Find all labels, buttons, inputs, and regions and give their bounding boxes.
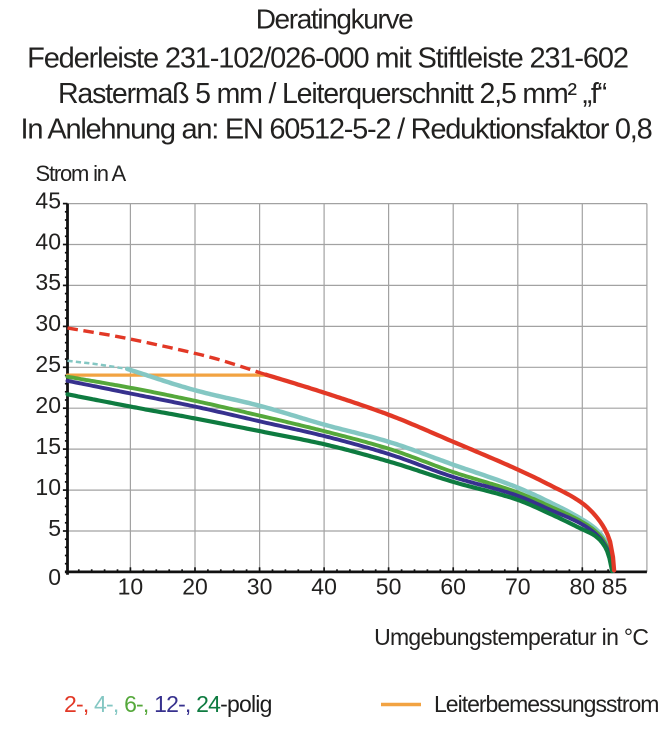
svg-text:10: 10 xyxy=(118,574,144,600)
svg-text:70: 70 xyxy=(505,574,531,600)
svg-text:2-, 4-, 6-, 12-, 24-polig: 2-, 4-, 6-, 12-, 24-polig xyxy=(64,691,272,717)
svg-text:40: 40 xyxy=(35,228,61,254)
svg-text:40: 40 xyxy=(311,574,337,600)
svg-text:45: 45 xyxy=(35,187,61,213)
svg-text:60: 60 xyxy=(440,574,466,600)
svg-text:50: 50 xyxy=(376,574,402,600)
svg-text:5: 5 xyxy=(48,515,61,541)
svg-text:25: 25 xyxy=(35,351,61,377)
svg-text:15: 15 xyxy=(35,433,61,459)
svg-text:Rastermaß 5 mm / Leiterquersch: Rastermaß 5 mm / Leiterquerschnitt 2,5 m… xyxy=(58,78,607,110)
svg-text:20: 20 xyxy=(35,392,61,418)
svg-text:85: 85 xyxy=(602,574,628,600)
svg-text:10: 10 xyxy=(35,474,61,500)
svg-text:Federleiste 231-102/026-000 mi: Federleiste 231-102/026-000 mit Stiftlei… xyxy=(27,43,628,75)
svg-text:Umgebungstemperatur in °C: Umgebungstemperatur in °C xyxy=(374,624,648,650)
svg-text:Deratingkurve: Deratingkurve xyxy=(256,4,413,35)
svg-text:80: 80 xyxy=(570,574,596,600)
svg-text:Strom in A: Strom in A xyxy=(36,161,127,186)
svg-text:Leiterbemessungsstrom: Leiterbemessungsstrom xyxy=(434,691,658,717)
svg-text:20: 20 xyxy=(182,574,208,600)
svg-text:30: 30 xyxy=(247,574,273,600)
svg-text:0: 0 xyxy=(48,564,61,590)
svg-text:35: 35 xyxy=(35,269,61,295)
svg-text:30: 30 xyxy=(35,310,61,336)
svg-text:In Anlehnung an: EN 60512-5-2: In Anlehnung an: EN 60512-5-2 / Reduktio… xyxy=(21,114,652,146)
